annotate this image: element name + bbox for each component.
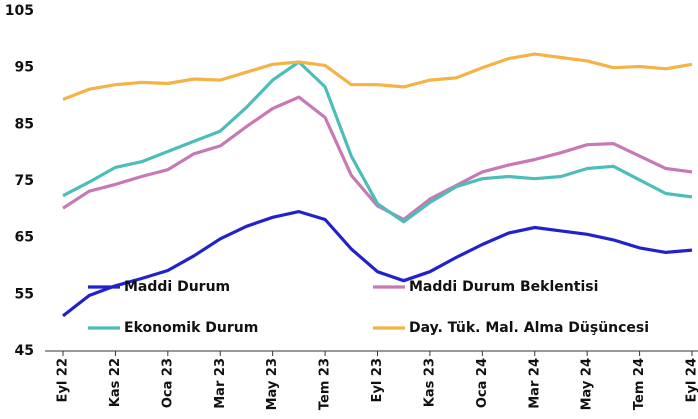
- y-tick-label: 75: [15, 173, 34, 189]
- y-tick-label: 105: [5, 3, 34, 19]
- y-tick-label: 85: [15, 116, 34, 132]
- x-tick-label: Mar 24: [527, 358, 542, 409]
- legend-label: Maddi Durum Beklentisi: [409, 279, 598, 295]
- x-tick-label: Eyl 22: [56, 358, 71, 402]
- x-tick-label: May 24: [580, 358, 595, 410]
- line-series: [62, 95, 693, 222]
- x-tick-label: May 23: [265, 358, 280, 410]
- x-tick-label: Mar 23: [213, 358, 228, 409]
- y-tick-label: 95: [15, 60, 34, 76]
- y-tick-label: 45: [15, 343, 34, 359]
- line-series: [62, 52, 693, 101]
- x-tick-label: Kas 23: [422, 358, 437, 407]
- legend-label: Day. Tük. Mal. Alma Düşüncesi: [409, 320, 649, 336]
- legend-label: Ekonomik Durum: [124, 320, 258, 336]
- line-series: [62, 60, 693, 224]
- line-series: [62, 210, 693, 318]
- y-tick-label: 65: [15, 230, 34, 246]
- legend-label: Maddi Durum: [124, 279, 230, 295]
- x-tick-label: Kas 22: [108, 358, 123, 407]
- x-tick-label: Tem 23: [318, 358, 333, 410]
- x-tick-label: Oca 24: [475, 358, 490, 408]
- x-tick-label: Oca 23: [160, 358, 175, 408]
- x-tick-label: Eyl 23: [370, 358, 385, 402]
- y-tick-label: 55: [15, 286, 34, 302]
- x-tick-label: Eyl 24: [685, 358, 698, 402]
- x-tick-label: Tem 24: [632, 358, 647, 410]
